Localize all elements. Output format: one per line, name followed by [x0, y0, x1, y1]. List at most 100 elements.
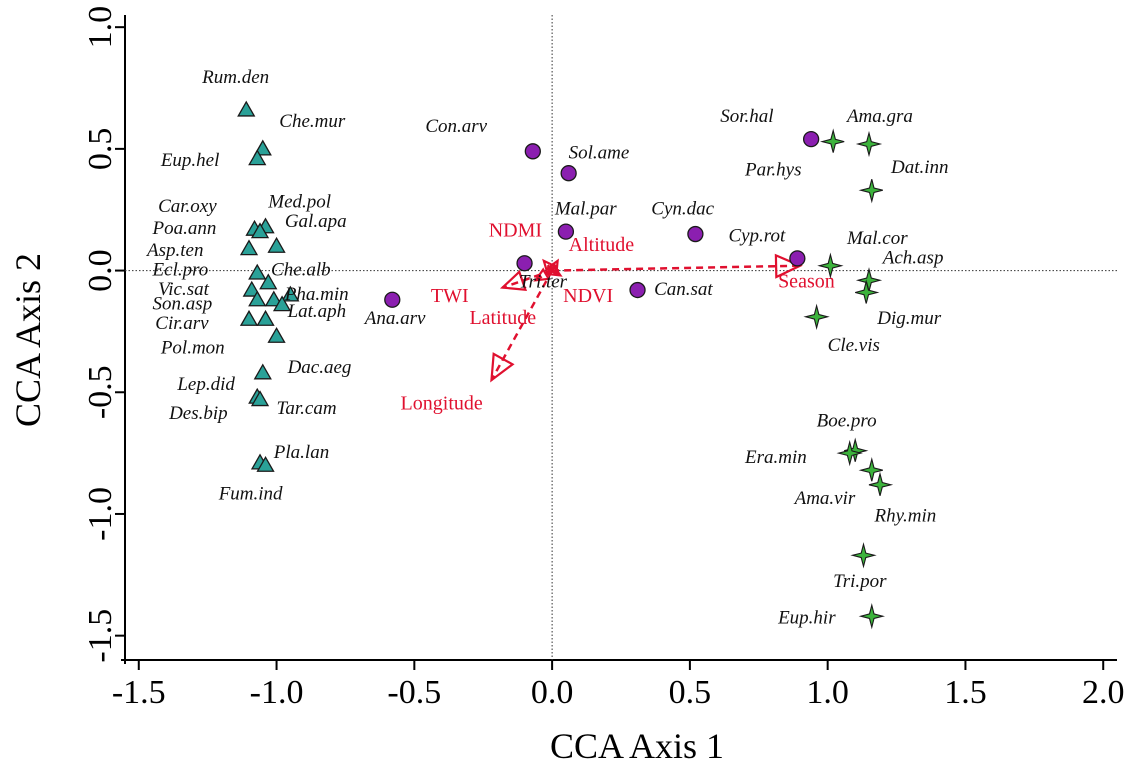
species-label-son-asp: Son.asp [153, 294, 213, 315]
species-label-gal-apa: Gal.apa [285, 211, 347, 232]
x-tick-label: 0.5 [669, 674, 712, 711]
point-star-ama-vir [858, 457, 883, 482]
species-label-par-hys: Par.hys [744, 160, 801, 181]
species-label-asp-ten: Asp.ten [145, 240, 203, 261]
point-star-dat-inn [858, 179, 883, 204]
x-axis-title: CCA Axis 1 [550, 726, 724, 766]
point-circle-con-arv [524, 143, 541, 160]
vector-line [551, 269, 562, 277]
x-tick-label: -0.5 [387, 674, 441, 711]
species-label-cle-vis: Cle.vis [828, 335, 880, 356]
point-circle-cyn-dac [687, 225, 704, 243]
species-labels: Rum.den Che.mur Eup.hel Car.oxy Med.pol Poa.a… [145, 67, 949, 628]
point-circle-sor-hal [802, 130, 820, 148]
vector-line [502, 269, 553, 289]
point-star-dig-mur [803, 303, 830, 330]
species-label-boe-pro: Boe.pro [817, 410, 877, 431]
y-tick-label: -1.5 [82, 609, 119, 663]
species-label-cyn-dac: Cyn.dac [651, 199, 714, 220]
point-triangle-pha-min [281, 285, 300, 302]
vector-twi: TWI [431, 269, 553, 307]
species-label-ecl-pro: Ecl.pro [152, 259, 209, 280]
point-circle-mal-par [557, 223, 575, 240]
point-triangle-son-asp [248, 290, 267, 307]
vector-label: TWI [431, 285, 469, 307]
point-triangle-che-mur [253, 139, 272, 156]
y-tick-label: 0.5 [82, 128, 119, 171]
point-triangle-dac-aeg [256, 309, 275, 326]
vector-line [490, 269, 554, 381]
species-label-des-bip: Des.bip [168, 403, 228, 424]
species-label-pol-mon: Pol.mon [160, 337, 225, 358]
point-circle-cyp-rot [789, 250, 806, 267]
point-star-tri-por [850, 542, 877, 569]
y-tick-label: -1.0 [82, 487, 119, 541]
species-label-eup-hir: Eup.hir [777, 607, 836, 628]
species-label-che-mur: Che.mur [279, 111, 346, 132]
point-triangle-des-bip [253, 363, 272, 380]
axes: -1.5 -1.0 -0.5 0.0 0.5 1.0 1.5 2.0 -1.5 -1.0 -0.5 0… [82, 6, 1125, 711]
species-label-che-alb: Che.alb [271, 259, 331, 280]
x-tick-label: -1.0 [250, 674, 304, 711]
vector-arrowhead [490, 352, 515, 383]
species-label-poa-ann: Poa.ann [152, 218, 217, 239]
species-label-mal-par: Mal.par [554, 199, 617, 220]
species-label-con-arv: Con.arv [425, 116, 487, 137]
vector-altitude: Altitude [544, 234, 634, 276]
point-circle-sol-ame [560, 165, 577, 182]
species-label-tri-por: Tri.por [833, 571, 887, 592]
x-tick-label: 2.0 [1082, 674, 1125, 711]
vector-label: Latitude [469, 307, 536, 329]
species-label-sol-ame: Sol.ame [569, 143, 630, 164]
point-star-eup-hir [858, 603, 885, 630]
species-label-car-oxy: Car.oxy [158, 196, 217, 217]
vector-label: NDVI [563, 285, 613, 307]
species-points [237, 100, 894, 630]
point-triangle-rum-den [237, 100, 256, 117]
point-circle-tri-ter [516, 255, 533, 272]
point-triangle-cir-arv [272, 295, 292, 312]
species-label-ama-gra: Ama.gra [845, 106, 913, 127]
reference-lines [125, 15, 1117, 660]
point-triangle-fum-ind [256, 455, 275, 472]
point-triangle-pla-lan [250, 390, 270, 407]
vector-season: Season [552, 253, 835, 293]
point-star-ach-asp [855, 267, 883, 294]
species-label-eup-hel: Eup.hel [160, 150, 220, 171]
species-label-ach-asp: Ach.asp [881, 247, 944, 268]
species-label-tar-cam: Tar.cam [277, 398, 337, 419]
point-star-ama-gra [820, 128, 845, 153]
species-label-fum-ind: Fum.ind [218, 483, 283, 504]
species-label-mal-cor: Mal.cor [846, 228, 908, 249]
x-tick-label: -1.5 [112, 674, 166, 711]
vector-longitude: Longitude [401, 269, 554, 414]
species-label-med-pol: Med.pol [267, 191, 331, 212]
species-label-sor-hal: Sor.hal [720, 106, 773, 127]
point-triangle-lat-aph [264, 290, 283, 307]
point-triangle-gal-apa [267, 236, 286, 253]
species-label-can-sat: Can.sat [654, 279, 713, 300]
point-triangle-ecl-pro [248, 263, 267, 280]
point-star-era-min [836, 439, 863, 467]
point-triangle-eup-hel [248, 149, 267, 166]
point-triangle-poa-ann [250, 222, 270, 239]
point-star-mal-cor [817, 252, 844, 279]
species-label-era-min: Era.min [744, 447, 807, 468]
species-label-tri-ter: Tri.ter [519, 272, 568, 293]
point-circle-ana-arv [384, 291, 401, 308]
x-tick-label: 1.0 [806, 674, 849, 711]
point-triangle-asp-ten [239, 239, 259, 256]
point-triangle-lep-did [267, 326, 286, 343]
x-tick-label: 0.0 [531, 674, 574, 711]
species-label-ana-arv: Ana.arv [363, 308, 426, 329]
species-label-cir-arv: Cir.arv [155, 313, 209, 334]
species-label-pha-min: Pha.min [284, 284, 349, 305]
species-label-cyp-rot: Cyp.rot [728, 225, 786, 246]
species-label-dac-aeg: Dac.aeg [287, 357, 352, 378]
vector-line [552, 264, 801, 272]
vector-line [551, 260, 559, 272]
y-tick-label: 1.0 [82, 6, 119, 49]
point-star-ama-gra [855, 130, 883, 158]
point-triangle-che-alb [259, 273, 278, 290]
